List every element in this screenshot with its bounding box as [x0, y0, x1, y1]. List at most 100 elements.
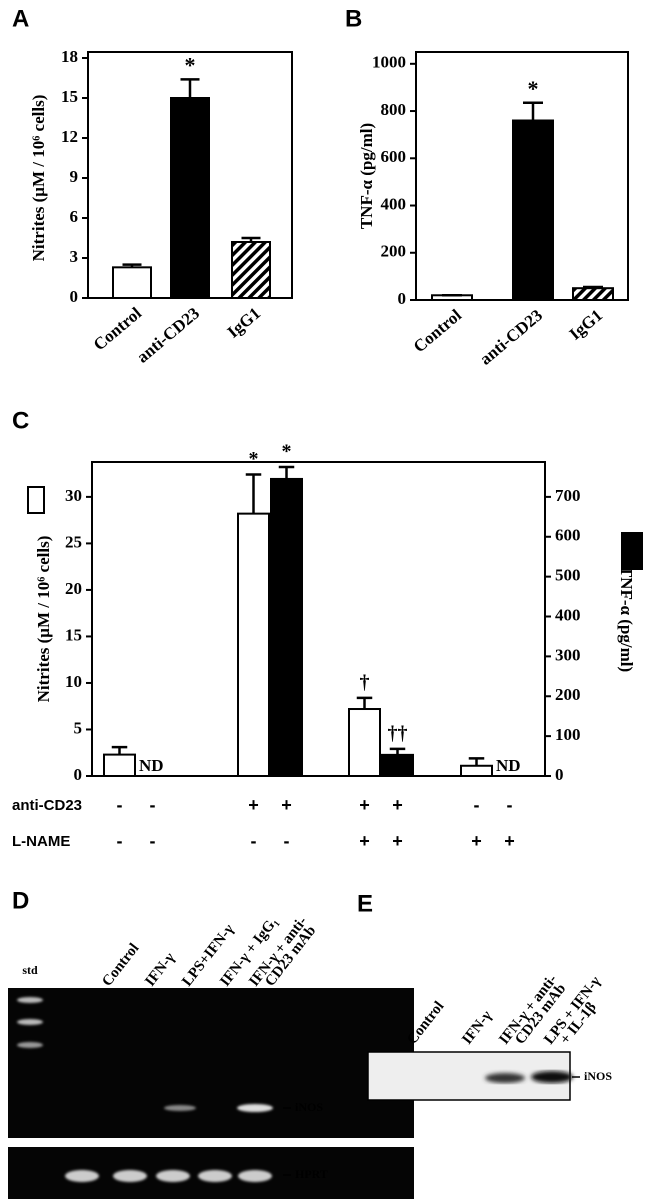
blot-bands — [485, 1071, 573, 1083]
annotation: * — [185, 52, 196, 77]
x-tick-label: anti-CD23 — [476, 306, 546, 369]
y-tick-label: 12 — [61, 127, 78, 146]
value-label: ND — [496, 756, 521, 775]
y2-axis-label: TNF-α (pg/ml) — [617, 566, 636, 672]
y-tick-label: 400 — [381, 194, 407, 213]
condition-sign: + — [281, 795, 292, 815]
condition-sign: + — [248, 795, 259, 815]
x-tick-label: Control — [410, 305, 466, 356]
legend-swatch — [27, 486, 45, 514]
error-bar — [523, 101, 543, 121]
error-bar — [583, 285, 603, 289]
x-tick-label: anti-CD23 — [133, 304, 203, 367]
condition-sign: + — [392, 795, 403, 815]
y-tick-label: 0 — [70, 287, 79, 306]
panel-letter: D — [12, 887, 29, 914]
condition-label: L-NAME — [12, 833, 70, 850]
y2-tick-label: 300 — [555, 645, 581, 664]
lane-label: std — [22, 963, 38, 977]
condition-sign: - — [150, 831, 156, 851]
y-tick-label: 800 — [381, 100, 407, 119]
lane-label: Control — [99, 941, 142, 990]
bar — [348, 708, 381, 777]
error-bar — [241, 236, 261, 242]
bar — [270, 477, 303, 777]
error-bar — [180, 78, 200, 98]
y2-tick-label: 100 — [555, 725, 581, 744]
band-label: iNOS — [295, 1100, 323, 1114]
y-tick-label: 3 — [70, 247, 79, 266]
panel-letter: E — [357, 890, 373, 917]
bar — [231, 241, 271, 299]
condition-sign: + — [359, 831, 370, 851]
plot-frame — [91, 461, 546, 777]
condition-sign: + — [471, 831, 482, 851]
condition-sign: - — [284, 831, 290, 851]
band-label: iNOS — [584, 1069, 612, 1083]
y-tick-label: 10 — [65, 672, 82, 691]
error-bar — [245, 473, 262, 514]
band-label: HPRT — [295, 1167, 328, 1181]
annotation: †† — [388, 722, 408, 744]
error-bar — [389, 747, 406, 755]
condition-sign: - — [150, 795, 156, 815]
condition-label: anti-CD23 — [12, 797, 82, 814]
panel-letter: C — [12, 407, 29, 434]
gel-image — [8, 988, 414, 1138]
bar — [103, 753, 136, 778]
error-bar — [111, 745, 128, 755]
y-tick-label: 600 — [381, 147, 407, 166]
condition-sign: - — [507, 795, 513, 815]
bar — [237, 512, 270, 777]
error-bar — [356, 696, 373, 710]
y-tick-label: 15 — [65, 625, 82, 644]
y-tick-label: 0 — [398, 289, 407, 308]
condition-sign: - — [117, 795, 123, 815]
condition-sign: + — [392, 831, 403, 851]
y-tick-label: 200 — [381, 242, 407, 261]
condition-sign: - — [474, 795, 480, 815]
lane-label: IFN-γ — [459, 1008, 495, 1048]
y-axis-label: TNF-α (pg/ml) — [357, 123, 376, 229]
condition-sign: + — [504, 831, 515, 851]
annotation: † — [360, 671, 370, 693]
y-axis-label: Nitrites (μM / 10⁶ cells) — [29, 95, 48, 262]
bar — [460, 764, 493, 778]
y-tick-label: 0 — [74, 765, 83, 784]
bar — [170, 97, 210, 299]
y-tick-label: 1000 — [372, 53, 406, 72]
y-tick-label: 25 — [65, 532, 82, 551]
y-axis-label: Nitrites (μM / 10⁶ cells) — [34, 536, 53, 703]
y-tick-label: 30 — [65, 486, 82, 505]
legend-swatch — [621, 532, 643, 570]
error-bar — [278, 465, 295, 479]
value-label: ND — [139, 756, 164, 775]
y-tick-label: 15 — [61, 87, 78, 106]
error-bar — [122, 263, 142, 268]
bar — [381, 753, 414, 778]
gel-bands — [17, 997, 273, 1182]
condition-sign: + — [359, 795, 370, 815]
y2-tick-label: 600 — [555, 526, 581, 545]
y-tick-label: 5 — [74, 718, 83, 737]
y2-tick-label: 500 — [555, 566, 581, 585]
x-tick-label: IgG1 — [566, 306, 606, 344]
bar — [112, 266, 152, 300]
condition-sign: - — [117, 831, 123, 851]
y-tick-label: 9 — [70, 167, 79, 186]
lane-label: IFN-γ — [142, 950, 178, 990]
error-bar — [468, 757, 485, 766]
y-tick-label: 6 — [70, 207, 79, 226]
x-tick-label: Control — [90, 303, 146, 354]
bar — [512, 119, 554, 301]
condition-sign: - — [251, 831, 257, 851]
annotation: * — [528, 76, 539, 101]
y2-tick-label: 700 — [555, 486, 581, 505]
annotation: * — [249, 448, 259, 470]
y-tick-label: 18 — [61, 47, 78, 66]
y2-tick-label: 200 — [555, 685, 581, 704]
y2-tick-label: 400 — [555, 605, 581, 624]
annotation: * — [282, 441, 292, 463]
y-tick-label: 20 — [65, 579, 82, 598]
